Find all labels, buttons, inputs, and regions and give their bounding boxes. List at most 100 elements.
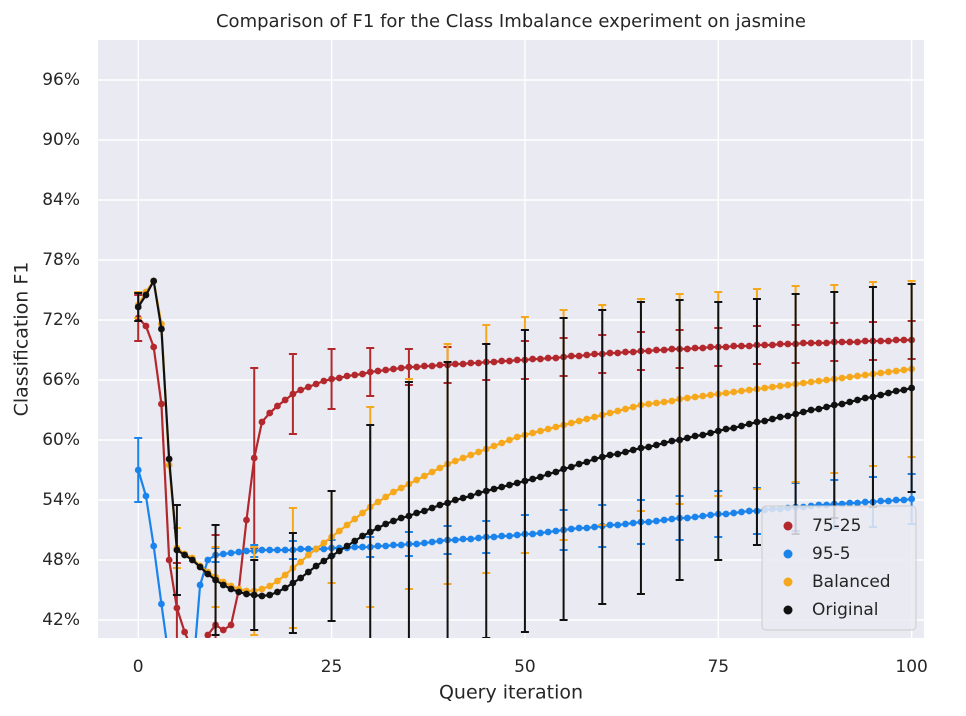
data-point	[536, 355, 544, 363]
data-point	[243, 547, 250, 555]
data-point	[552, 354, 560, 362]
data-point	[243, 590, 250, 598]
data-point	[823, 376, 830, 384]
y-tick-label: 54%	[42, 490, 80, 510]
data-point	[830, 401, 838, 409]
data-point	[359, 543, 366, 551]
data-point	[707, 391, 714, 399]
data-point	[158, 400, 165, 408]
data-point	[498, 532, 506, 540]
data-point	[304, 551, 312, 559]
data-point	[397, 541, 405, 549]
data-point	[297, 558, 305, 566]
chart-title: Comparison of F1 for the Class Imbalance…	[216, 11, 806, 32]
data-point	[861, 371, 869, 379]
data-point	[351, 537, 359, 545]
data-point	[420, 362, 428, 370]
data-point	[506, 436, 513, 444]
data-point	[885, 368, 892, 376]
data-point	[258, 585, 266, 593]
data-point	[475, 448, 482, 456]
data-point	[892, 387, 900, 395]
data-point	[196, 581, 204, 589]
data-point	[490, 533, 498, 541]
legend-marker	[783, 549, 793, 559]
data-point	[150, 277, 158, 285]
data-point	[390, 517, 397, 525]
data-point	[405, 363, 413, 371]
data-point	[645, 347, 653, 355]
data-point	[676, 436, 684, 444]
data-point	[892, 496, 900, 504]
data-point	[428, 538, 436, 546]
data-point	[328, 552, 335, 560]
data-point	[575, 460, 583, 468]
data-point	[683, 394, 691, 402]
data-point	[173, 546, 181, 554]
data-point	[900, 496, 908, 504]
y-tick-label: 72%	[42, 310, 80, 330]
data-point	[134, 303, 142, 311]
data-point	[219, 550, 227, 558]
data-point	[235, 588, 243, 596]
data-point	[591, 413, 598, 421]
data-point	[312, 380, 320, 388]
data-point	[622, 520, 629, 528]
data-point	[289, 390, 297, 398]
data-point	[397, 514, 405, 522]
data-point	[908, 495, 916, 503]
data-point	[544, 425, 552, 433]
data-point	[219, 581, 227, 589]
legend-label: 75-25	[812, 516, 861, 536]
data-point	[490, 358, 498, 366]
data-point	[722, 389, 730, 397]
data-point	[142, 291, 150, 299]
data-point	[753, 418, 761, 426]
data-point	[312, 545, 320, 553]
data-point	[227, 585, 235, 593]
data-point	[738, 387, 745, 395]
data-point	[699, 344, 707, 352]
data-point	[645, 400, 653, 408]
data-point	[799, 379, 807, 387]
data-point	[691, 344, 699, 352]
data-point	[359, 532, 366, 540]
data-point	[622, 448, 629, 456]
data-point	[142, 322, 150, 330]
data-point	[730, 424, 738, 432]
data-point	[428, 504, 436, 512]
x-tick-label: 75	[707, 657, 729, 677]
data-point	[196, 563, 204, 571]
data-point	[583, 458, 591, 466]
data-point	[691, 513, 699, 521]
data-point	[227, 549, 235, 557]
data-point	[567, 463, 575, 471]
data-point	[668, 515, 676, 523]
data-point	[908, 384, 916, 392]
data-point	[413, 540, 421, 548]
data-point	[614, 349, 622, 357]
data-point	[150, 343, 158, 351]
data-point	[212, 576, 219, 584]
data-point	[304, 383, 312, 391]
data-point	[807, 378, 815, 386]
data-point	[428, 468, 436, 476]
data-point	[529, 530, 537, 538]
data-point	[877, 497, 885, 505]
data-point	[575, 417, 583, 425]
y-tick-label: 60%	[42, 430, 80, 450]
data-point	[629, 403, 637, 411]
data-point	[738, 422, 745, 430]
data-point	[544, 470, 552, 478]
data-point	[854, 396, 861, 404]
data-point	[653, 346, 660, 354]
data-point	[343, 521, 351, 529]
data-point	[583, 351, 591, 359]
data-point	[420, 472, 428, 480]
data-point	[390, 488, 397, 496]
data-point	[506, 481, 513, 489]
data-point	[598, 453, 606, 461]
data-point	[420, 507, 428, 515]
data-point	[653, 517, 660, 525]
